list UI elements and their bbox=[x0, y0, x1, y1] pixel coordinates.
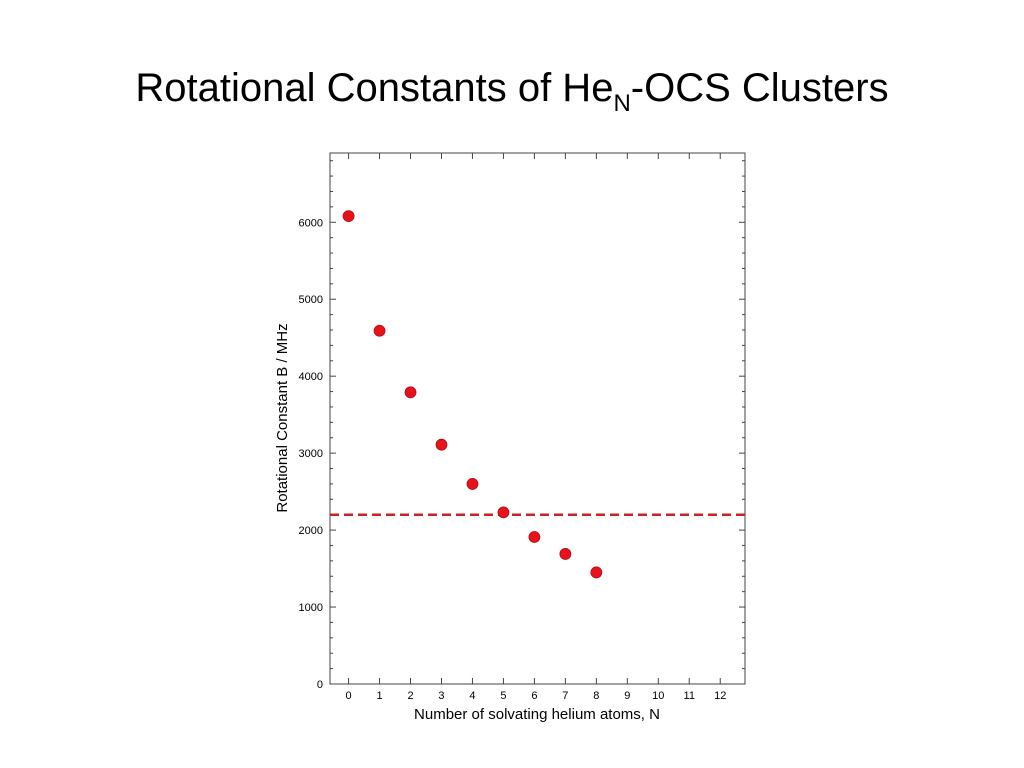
title-text-rest: -OCS Clusters bbox=[630, 66, 889, 110]
x-tick-labels: 0 1 2 3 4 5 6 7 8 9 10 11 12 bbox=[346, 690, 727, 702]
x-tick-label: 7 bbox=[562, 690, 568, 702]
x-tick-label: 1 bbox=[376, 690, 382, 702]
y-tick-label: 5000 bbox=[299, 294, 323, 306]
data-point bbox=[528, 531, 541, 543]
data-point bbox=[435, 438, 448, 451]
x-tick-label: 8 bbox=[593, 690, 599, 702]
y-tick-label: 4000 bbox=[299, 371, 323, 383]
y-tick-label: 0 bbox=[317, 679, 323, 691]
y-tick-label: 3000 bbox=[299, 448, 323, 460]
plot-frame bbox=[329, 152, 746, 685]
y-axis-label: Rotational Constant B / MHz bbox=[274, 323, 291, 512]
y-tick-label: 2000 bbox=[299, 525, 323, 537]
data-point bbox=[497, 506, 510, 519]
title-subscript: N bbox=[613, 90, 631, 117]
data-point bbox=[590, 566, 603, 579]
x-axis-ticks bbox=[348, 153, 721, 684]
x-tick-label: 11 bbox=[684, 690, 695, 702]
data-points bbox=[342, 210, 603, 579]
x-tick-label: 12 bbox=[714, 690, 726, 702]
y-tick-labels: 0 1000 2000 3000 4000 5000 6000 bbox=[299, 217, 323, 691]
x-tick-label: 2 bbox=[407, 690, 413, 702]
x-tick-label: 10 bbox=[652, 690, 664, 702]
x-tick-label: 5 bbox=[500, 690, 506, 702]
data-point bbox=[466, 478, 479, 490]
data-point bbox=[404, 386, 417, 399]
x-tick-label: 6 bbox=[531, 690, 537, 702]
x-tick-label: 3 bbox=[438, 690, 444, 702]
x-axis-label: Number of solvating helium atoms, N bbox=[414, 706, 660, 723]
slide-title: Rotational Constants of HeN-OCS Clusters bbox=[0, 62, 1024, 117]
y-axis-ticks bbox=[330, 160, 745, 685]
x-tick-label: 0 bbox=[346, 690, 352, 702]
data-point bbox=[342, 210, 355, 223]
data-point bbox=[373, 324, 386, 337]
data-point bbox=[559, 548, 572, 560]
x-tick-label: 9 bbox=[624, 690, 630, 702]
y-tick-label: 6000 bbox=[299, 217, 323, 229]
title-text-main: Rotational Constants of He bbox=[135, 66, 614, 110]
y-tick-label: 1000 bbox=[299, 602, 323, 614]
x-tick-label: 4 bbox=[469, 690, 475, 702]
